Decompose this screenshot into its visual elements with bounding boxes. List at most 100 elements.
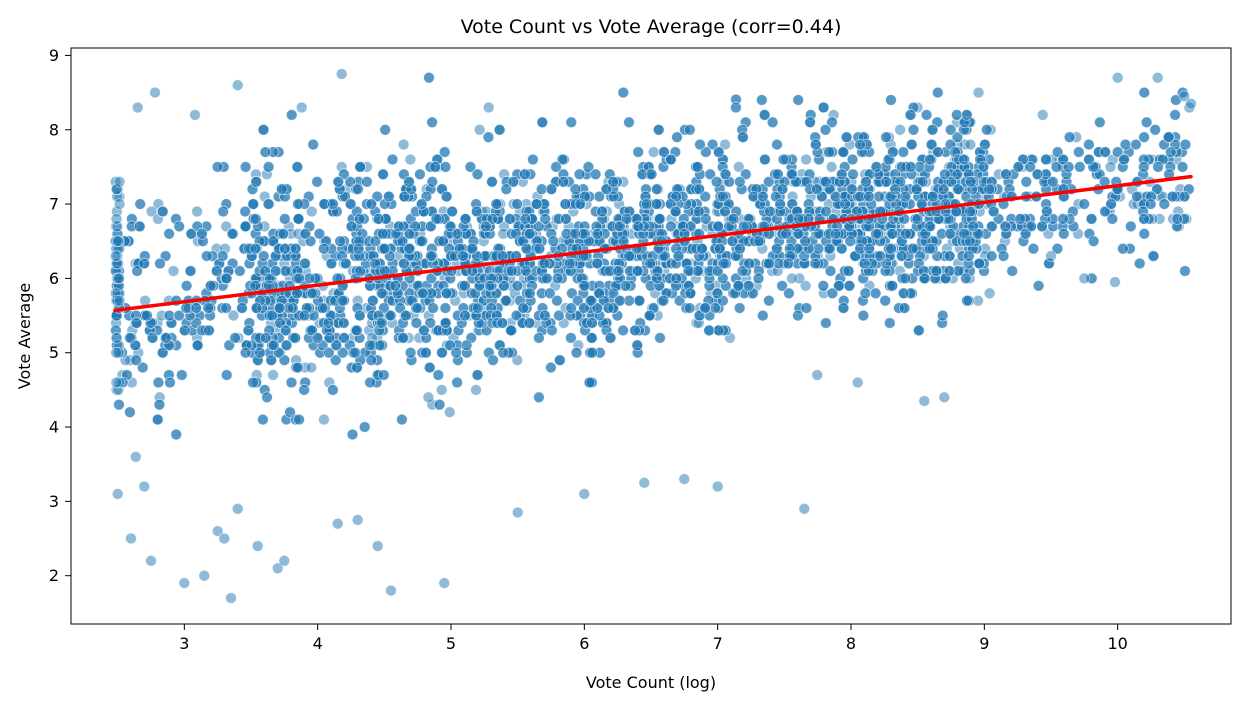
scatter-point bbox=[327, 198, 339, 210]
scatter-point bbox=[1057, 153, 1069, 166]
scatter-point bbox=[398, 257, 410, 270]
scatter-point bbox=[504, 213, 516, 225]
scatter-point bbox=[397, 332, 409, 344]
scatter-point bbox=[829, 228, 842, 240]
scatter-point bbox=[464, 161, 477, 173]
scatter-point bbox=[632, 146, 644, 158]
scatter-point bbox=[870, 161, 883, 173]
scatter-point bbox=[894, 124, 906, 136]
scatter-point bbox=[585, 332, 598, 344]
scatter-point bbox=[951, 109, 963, 121]
scatter-point bbox=[1171, 213, 1183, 225]
scatter-point bbox=[884, 317, 896, 329]
scatter-point bbox=[249, 280, 261, 292]
scatter-point bbox=[497, 346, 509, 359]
scatter-point bbox=[226, 228, 239, 240]
scatter-point bbox=[330, 339, 343, 352]
scatter-point bbox=[298, 384, 310, 396]
scatter-point bbox=[170, 428, 182, 441]
scatter-point bbox=[766, 116, 779, 129]
scatter-point bbox=[593, 287, 605, 300]
scatter-point bbox=[863, 190, 875, 203]
scatter-point bbox=[367, 294, 379, 307]
scatter-point bbox=[533, 391, 545, 404]
scatter-point bbox=[373, 339, 386, 352]
scatter-point bbox=[1000, 168, 1012, 181]
scatter-point bbox=[823, 146, 835, 158]
scatter-point bbox=[693, 183, 705, 195]
scatter-point bbox=[719, 205, 731, 218]
scatter-point bbox=[607, 287, 620, 300]
scatter-point bbox=[786, 272, 798, 285]
scatter-point bbox=[857, 309, 870, 322]
scatter-point bbox=[414, 168, 426, 181]
scatter-point bbox=[285, 376, 298, 389]
scatter-point bbox=[930, 265, 942, 277]
scatter-point bbox=[432, 369, 445, 381]
scatter-point bbox=[1166, 190, 1179, 203]
scatter-point bbox=[847, 168, 859, 181]
scatter-point bbox=[539, 309, 551, 322]
scatter-point bbox=[418, 324, 430, 337]
scatter-point bbox=[776, 183, 789, 195]
scatter-point bbox=[961, 109, 973, 121]
scatter-point bbox=[185, 228, 198, 240]
scatter-point bbox=[659, 250, 671, 262]
scatter-point bbox=[742, 280, 755, 292]
scatter-point bbox=[837, 146, 850, 158]
scatter-point bbox=[880, 176, 893, 188]
scatter-point bbox=[411, 302, 424, 314]
scatter-point bbox=[154, 257, 166, 270]
scatter-point bbox=[920, 109, 933, 121]
scatter-point bbox=[227, 309, 240, 322]
scatter-point bbox=[354, 161, 366, 173]
scatter-point bbox=[1138, 161, 1150, 173]
scatter-point bbox=[1133, 257, 1146, 270]
scatter-point bbox=[647, 146, 660, 158]
scatter-point bbox=[239, 346, 252, 359]
scatter-point bbox=[1050, 161, 1063, 173]
scatter-point bbox=[311, 176, 323, 188]
scatter-point bbox=[937, 183, 950, 195]
scatter-point bbox=[1063, 131, 1076, 143]
scatter-point bbox=[1138, 86, 1151, 99]
scatter-point bbox=[557, 176, 570, 188]
scatter-point bbox=[184, 265, 197, 277]
scatter-point bbox=[700, 146, 712, 158]
scatter-point bbox=[694, 138, 706, 151]
scatter-point bbox=[429, 161, 441, 173]
scatter-point bbox=[758, 109, 771, 121]
scatter-point bbox=[459, 280, 471, 292]
scatter-point bbox=[530, 198, 543, 210]
scatter-point bbox=[466, 242, 478, 255]
scatter-point bbox=[1130, 138, 1142, 151]
scatter-point bbox=[327, 384, 339, 396]
scatter-point bbox=[559, 198, 572, 210]
scatter-point bbox=[654, 213, 666, 225]
scatter-point bbox=[523, 317, 536, 329]
scatter-point bbox=[378, 242, 391, 255]
scatter-point bbox=[433, 398, 446, 411]
scatter-point bbox=[764, 205, 776, 218]
scatter-point bbox=[800, 302, 813, 314]
scatter-point bbox=[1149, 124, 1161, 136]
scatter-point bbox=[629, 324, 641, 337]
scatter-point bbox=[898, 302, 911, 314]
scatter-point bbox=[763, 257, 775, 270]
scatter-point bbox=[958, 153, 970, 166]
scatter-point bbox=[305, 205, 318, 218]
scatter-point bbox=[422, 391, 435, 404]
scatter-point bbox=[951, 131, 964, 143]
scatter-point bbox=[799, 280, 812, 292]
scatter-point bbox=[358, 421, 371, 433]
scatter-point bbox=[544, 287, 556, 300]
scatter-point bbox=[569, 183, 582, 195]
scatter-point bbox=[926, 190, 939, 203]
scatter-point bbox=[706, 138, 719, 151]
scatter-point bbox=[1083, 138, 1095, 151]
scatter-point bbox=[203, 324, 215, 337]
scatter-point bbox=[318, 242, 330, 255]
scatter-point bbox=[825, 161, 838, 173]
scatter-point bbox=[981, 124, 993, 136]
scatter-point bbox=[1138, 228, 1151, 240]
